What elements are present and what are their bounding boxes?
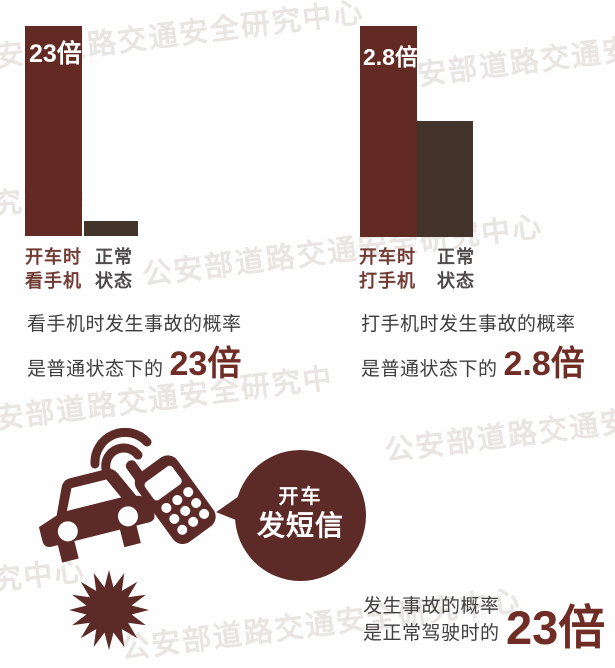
bar-value-label: 23倍 <box>29 40 82 68</box>
watermark-text: 公安部道路交通安全研究中心 <box>140 210 545 292</box>
bar-label-talking-on-phone: 开车时 打手机 <box>359 247 416 291</box>
bar-label-looking-at-phone: 开车时 看手机 <box>25 247 82 291</box>
bar-value-label: 2.8倍 <box>363 44 418 70</box>
speech-bubble-tail <box>214 494 244 526</box>
caption-multiplier: 23倍 <box>169 345 242 383</box>
speech-bubble-text: 开车 <box>278 485 323 508</box>
speech-bubble: 开车 发短信 <box>214 450 366 581</box>
speech-bubble-text: 发短信 <box>256 509 344 541</box>
bar-looking-at-phone: 23倍 <box>25 26 82 236</box>
texting-multiplier: 23倍 <box>506 601 606 654</box>
chart-caption: 打手机时发生事故的概率 <box>361 314 576 335</box>
phone-icon <box>125 455 216 545</box>
bar-normal-state <box>417 121 473 237</box>
chart-caption: 看手机时发生事故的概率 <box>27 314 242 335</box>
watermark-text: 公安部道路交通安 <box>382 405 615 468</box>
chart-caption: 是普通状态下的 23倍 <box>27 336 241 385</box>
texting-caption: 发生事故的概率 是正常驾驶时的 <box>363 596 500 644</box>
bar-talking-on-phone: 2.8倍 <box>360 26 418 237</box>
bar-label-normal-state: 正常 状态 <box>437 247 475 291</box>
car-icon <box>38 468 155 563</box>
caption-multiplier: 2.8倍 <box>503 345 585 383</box>
texting-illustration <box>38 428 216 650</box>
signal-waves-icon <box>90 428 152 474</box>
chart-caption: 是普通状态下的 2.8倍 <box>361 336 585 385</box>
crash-burst-icon <box>69 570 149 650</box>
bar-normal-state <box>84 221 138 236</box>
watermark-text: 公安部道路交通安 <box>384 33 615 96</box>
bar-label-normal-state: 正常 状态 <box>95 247 133 291</box>
